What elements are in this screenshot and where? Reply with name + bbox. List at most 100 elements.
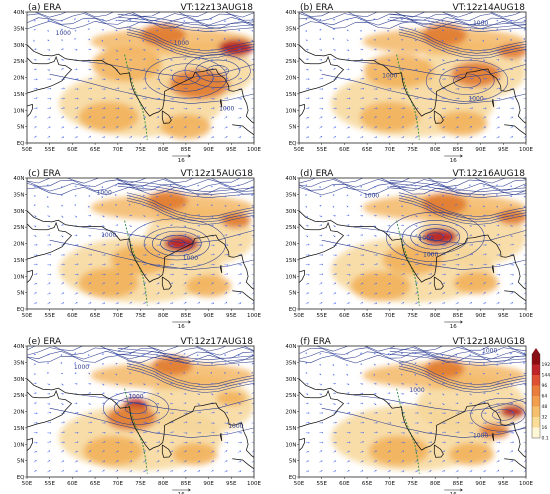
- wind-vector: [224, 253, 229, 256]
- wind-vector: [373, 411, 378, 414]
- wind-vector: [224, 392, 228, 395]
- wind-vector: [482, 392, 486, 394]
- wind-vector: [183, 107, 188, 110]
- wind-vector: [197, 214, 201, 216]
- contour-line: [126, 363, 254, 388]
- x-tick-label: 100E: [519, 313, 533, 319]
- contour-line: [410, 224, 460, 250]
- wind-vector: [61, 273, 66, 276]
- wind-vector: [101, 383, 105, 386]
- wind-vector: [510, 402, 514, 405]
- wind-vector: [60, 136, 65, 139]
- contour-line: [299, 346, 526, 352]
- wind-vector: [346, 194, 349, 197]
- wind-vector: [169, 69, 173, 72]
- wind-vector: [183, 402, 187, 404]
- contour-label: 1000: [382, 73, 397, 80]
- wind-vector: [346, 205, 349, 208]
- wind-vector: [360, 116, 364, 119]
- x-tick-label: 60E: [339, 313, 350, 319]
- wind-vector: [319, 38, 322, 41]
- wind-vector: [210, 224, 214, 227]
- wind-vector: [142, 431, 147, 434]
- wind-vector: [333, 116, 337, 119]
- contour-line: [398, 195, 526, 220]
- wind-vector: [224, 441, 229, 444]
- wind-vector: [509, 29, 512, 32]
- y-tick-label: 10N: [13, 442, 24, 448]
- reference-vector-label: 16: [178, 492, 185, 494]
- wind-vector: [455, 253, 460, 256]
- wind-vector: [414, 87, 419, 90]
- wind-vector: [129, 372, 131, 375]
- wind-vector: [455, 421, 460, 424]
- wind-vector: [115, 441, 120, 444]
- y-tick-label: 20N: [13, 76, 24, 82]
- wind-vector: [496, 87, 501, 90]
- wind-vector: [33, 19, 36, 22]
- wind-vector: [469, 253, 474, 256]
- wind-vector: [496, 184, 498, 187]
- wind-vector: [305, 48, 309, 51]
- panel-d: 100010001000EQ5N10N15N20N25N30N35N40N50E…: [285, 169, 533, 330]
- wind-vector: [33, 78, 38, 81]
- wind-vector: [441, 224, 446, 227]
- wind-vector: [373, 392, 377, 395]
- wind-vector: [33, 282, 38, 285]
- wind-vector: [496, 469, 500, 473]
- wind-vector: [428, 68, 432, 71]
- wind-vector: [47, 264, 52, 266]
- wind-vector: [346, 214, 350, 217]
- wind-vector: [441, 302, 446, 305]
- wind-vector: [101, 460, 106, 463]
- reference-vector: [444, 154, 463, 158]
- wind-vector: [455, 402, 459, 405]
- x-tick-label: 85E: [181, 481, 192, 487]
- wind-vector: [387, 292, 391, 295]
- coastline: [161, 110, 172, 124]
- wind-vector: [414, 185, 417, 187]
- wind-vector: [305, 39, 308, 41]
- wind-vector: [414, 263, 419, 266]
- wind-vector: [469, 39, 472, 41]
- wind-vector: [197, 69, 200, 71]
- x-tick-label: 75E: [135, 313, 146, 319]
- wind-vector: [142, 263, 147, 266]
- coastline: [161, 276, 172, 290]
- wind-vector: [360, 460, 364, 463]
- contour-line: [117, 348, 254, 361]
- x-tick-label: 85E: [453, 481, 464, 487]
- wind-vector: [346, 264, 351, 266]
- shade-region: [422, 228, 458, 246]
- wind-vector: [129, 264, 134, 266]
- x-tick-label: 65E: [362, 147, 373, 153]
- wind-vector: [496, 233, 500, 236]
- wind-vector: [319, 302, 323, 305]
- wind-vector: [401, 97, 406, 100]
- wind-vector: [319, 234, 323, 237]
- colorbar-swatch: [532, 364, 540, 376]
- wind-vector: [142, 126, 147, 129]
- wind-vector: [197, 421, 202, 424]
- wind-vector: [169, 292, 174, 295]
- x-tick-label: 90E: [475, 313, 486, 319]
- wind-vector: [142, 421, 147, 424]
- ghat-line: [124, 220, 148, 306]
- contour-line: [206, 65, 229, 77]
- wind-vector: [468, 184, 471, 187]
- wind-vector: [156, 273, 161, 276]
- wind-vector: [88, 243, 93, 246]
- wind-vector: [387, 441, 392, 443]
- wind-vector: [156, 392, 160, 395]
- wind-vector: [455, 282, 459, 285]
- wind-vector: [142, 39, 145, 42]
- wind-vector: [442, 244, 447, 246]
- contour-label: 1000: [473, 433, 488, 440]
- y-tick-label: 5N: [17, 459, 25, 465]
- wind-vector: [401, 263, 406, 266]
- wind-vector: [183, 203, 185, 206]
- wind-vector: [88, 412, 93, 415]
- wind-vector: [455, 48, 459, 51]
- contour-line: [453, 73, 481, 88]
